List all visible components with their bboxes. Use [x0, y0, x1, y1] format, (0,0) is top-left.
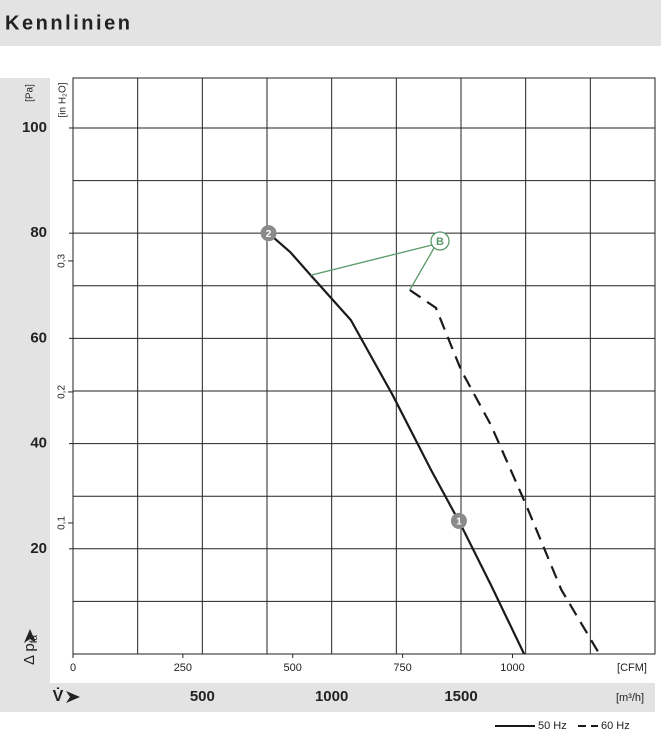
x2-tick-label: 0 — [70, 662, 76, 674]
x-symbol: V̇ — [53, 687, 64, 705]
x2-label: [CFM] — [617, 662, 647, 674]
y-unit: [Pa] — [25, 84, 36, 102]
y2-tick-label: 0,1 — [57, 516, 68, 530]
x2-tick-label: 1000 — [500, 662, 524, 674]
plot-area — [72, 77, 656, 655]
operating-point — [260, 225, 277, 242]
y-tick-label: 100 — [22, 119, 47, 136]
annotation-pointer — [409, 247, 435, 291]
operating-point-label: 2 — [266, 229, 272, 240]
annotation-pointer — [310, 244, 433, 276]
x-tick-label: 1500 — [444, 688, 477, 705]
legend-label: 50 Hz — [538, 720, 567, 732]
y-tick-label: 60 — [30, 329, 47, 346]
x2-tick-label: 750 — [393, 662, 411, 674]
y2-tick-label: 0,2 — [57, 385, 68, 399]
curve — [409, 289, 601, 655]
x-arrow — [66, 691, 80, 703]
annotation-label: B — [436, 236, 444, 248]
x-label: [m³/h] — [616, 692, 644, 704]
x2-tick-label: 500 — [284, 662, 302, 674]
x-tick-label: 500 — [190, 688, 215, 705]
operating-point-label: 1 — [456, 517, 462, 528]
y-tick-label: 80 — [30, 224, 47, 241]
x-tick-label: 1000 — [315, 688, 348, 705]
y-tick-label: 40 — [30, 435, 47, 452]
header-bar — [0, 0, 661, 46]
y-arrow — [24, 629, 36, 643]
y2-label: [in H₂O] — [58, 82, 69, 117]
y2-tick-label: 0,3 — [57, 254, 68, 268]
y-label-symbol: Δ p — [21, 643, 38, 665]
operating-point — [450, 512, 467, 529]
curve — [267, 232, 526, 655]
x2-tick-label: 250 — [174, 662, 192, 674]
annotation-circle — [430, 231, 450, 251]
y-tick-label: 20 — [30, 540, 47, 557]
header-title: Kennlinien — [5, 12, 130, 34]
legend-label: 60 Hz — [601, 720, 630, 732]
x-axis-band — [0, 683, 655, 712]
y-axis-band — [0, 78, 50, 712]
